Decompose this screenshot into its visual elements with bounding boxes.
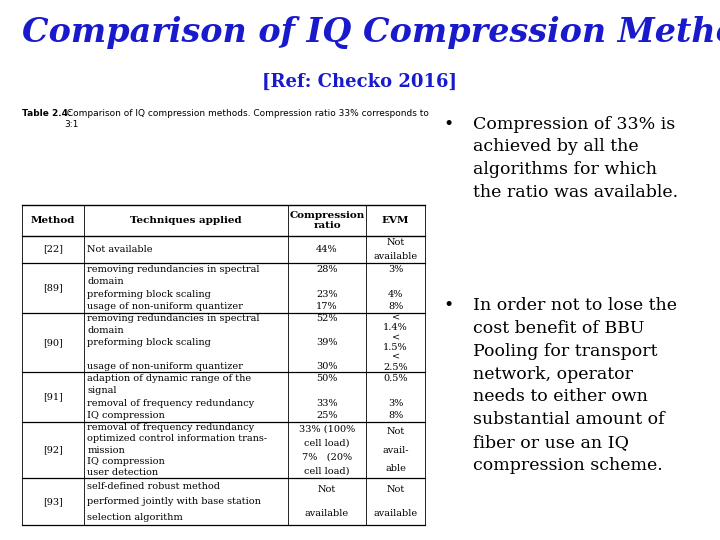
Text: usage of non-uniform quantizer: usage of non-uniform quantizer — [87, 302, 243, 311]
Text: 3%: 3% — [388, 265, 403, 274]
Text: Not available: Not available — [87, 245, 153, 254]
Text: usage of non-uniform quantizer: usage of non-uniform quantizer — [87, 362, 243, 371]
Text: cell load): cell load) — [305, 438, 350, 448]
Text: performed jointly with base station: performed jointly with base station — [87, 497, 261, 506]
Text: EVM: EVM — [382, 216, 409, 225]
Text: <: < — [392, 353, 400, 362]
Text: optimized control information trans-: optimized control information trans- — [87, 434, 267, 443]
Text: Compression
ratio: Compression ratio — [289, 211, 364, 230]
Text: Comparison of IQ Compression Methods: Comparison of IQ Compression Methods — [22, 16, 720, 49]
Text: Not: Not — [387, 485, 405, 495]
Text: 25%: 25% — [316, 411, 338, 420]
Text: 33%: 33% — [316, 399, 338, 408]
Text: Not: Not — [318, 485, 336, 495]
Text: adaption of dynamic range of the: adaption of dynamic range of the — [87, 374, 251, 383]
Text: cell load): cell load) — [305, 467, 350, 476]
Text: 8%: 8% — [388, 302, 403, 311]
Text: [89]: [89] — [43, 284, 63, 292]
Text: •: • — [443, 116, 453, 132]
Text: signal: signal — [87, 387, 117, 395]
Text: available: available — [305, 509, 349, 518]
Text: 17%: 17% — [316, 302, 338, 311]
Text: 52%: 52% — [316, 314, 338, 323]
Text: domain: domain — [87, 277, 124, 286]
Text: Compression of 33% is
achieved by all the
algorithms for which
the ratio was ava: Compression of 33% is achieved by all th… — [473, 116, 678, 201]
Text: Techniques applied: Techniques applied — [130, 216, 242, 225]
Text: [Ref: Checko 2016]: [Ref: Checko 2016] — [263, 73, 457, 91]
Text: selection algorithm: selection algorithm — [87, 512, 183, 522]
Text: [22]: [22] — [43, 245, 63, 254]
Text: In order not to lose the
cost benefit of BBU
Pooling for transport
network, oper: In order not to lose the cost benefit of… — [473, 297, 677, 474]
Text: Table 2.4:: Table 2.4: — [22, 109, 71, 118]
Text: 1.4%: 1.4% — [383, 323, 408, 332]
Text: 7%   (20%: 7% (20% — [302, 453, 352, 462]
Text: able: able — [385, 464, 406, 474]
Text: domain: domain — [87, 326, 124, 335]
Text: 30%: 30% — [316, 362, 338, 371]
Text: removing redundancies in spectral: removing redundancies in spectral — [87, 265, 260, 274]
Text: Not: Not — [387, 427, 405, 436]
Text: <: < — [392, 313, 400, 322]
Text: 8%: 8% — [388, 411, 403, 420]
Text: [92]: [92] — [43, 446, 63, 455]
Text: 50%: 50% — [316, 374, 338, 383]
Text: 3%: 3% — [388, 399, 403, 408]
Text: 39%: 39% — [316, 338, 338, 347]
Text: Method: Method — [31, 216, 75, 225]
Text: Comparison of IQ compression methods. Compression ratio 33% corresponds to
3:1: Comparison of IQ compression methods. Co… — [64, 109, 429, 129]
Text: user detection: user detection — [87, 468, 158, 477]
Text: self-defined robust method: self-defined robust method — [87, 482, 220, 490]
Text: 28%: 28% — [316, 265, 338, 274]
Text: removing redundancies in spectral: removing redundancies in spectral — [87, 314, 260, 323]
Text: 4%: 4% — [388, 289, 403, 299]
Text: 44%: 44% — [316, 245, 338, 254]
Text: 1.5%: 1.5% — [383, 343, 408, 352]
Text: IQ compression: IQ compression — [87, 411, 165, 420]
Text: removal of frequency redundancy: removal of frequency redundancy — [87, 399, 254, 408]
Text: removal of frequency redundancy: removal of frequency redundancy — [87, 423, 254, 432]
Text: 33% (100%: 33% (100% — [299, 424, 355, 434]
Text: available: available — [374, 509, 418, 518]
Text: preforming block scaling: preforming block scaling — [87, 289, 211, 299]
Text: 23%: 23% — [316, 289, 338, 299]
Text: 2.5%: 2.5% — [383, 363, 408, 372]
Text: [91]: [91] — [43, 393, 63, 402]
Text: preforming block scaling: preforming block scaling — [87, 338, 211, 347]
Text: avail-: avail- — [382, 446, 409, 455]
Text: <: < — [392, 333, 400, 342]
Text: [90]: [90] — [43, 338, 63, 347]
Text: available: available — [374, 252, 418, 260]
Text: IQ compression: IQ compression — [87, 457, 165, 466]
Text: mission: mission — [87, 446, 125, 455]
Text: •: • — [443, 297, 453, 314]
Text: 0.5%: 0.5% — [383, 374, 408, 383]
Text: [93]: [93] — [43, 497, 63, 506]
Text: Not: Not — [387, 238, 405, 247]
